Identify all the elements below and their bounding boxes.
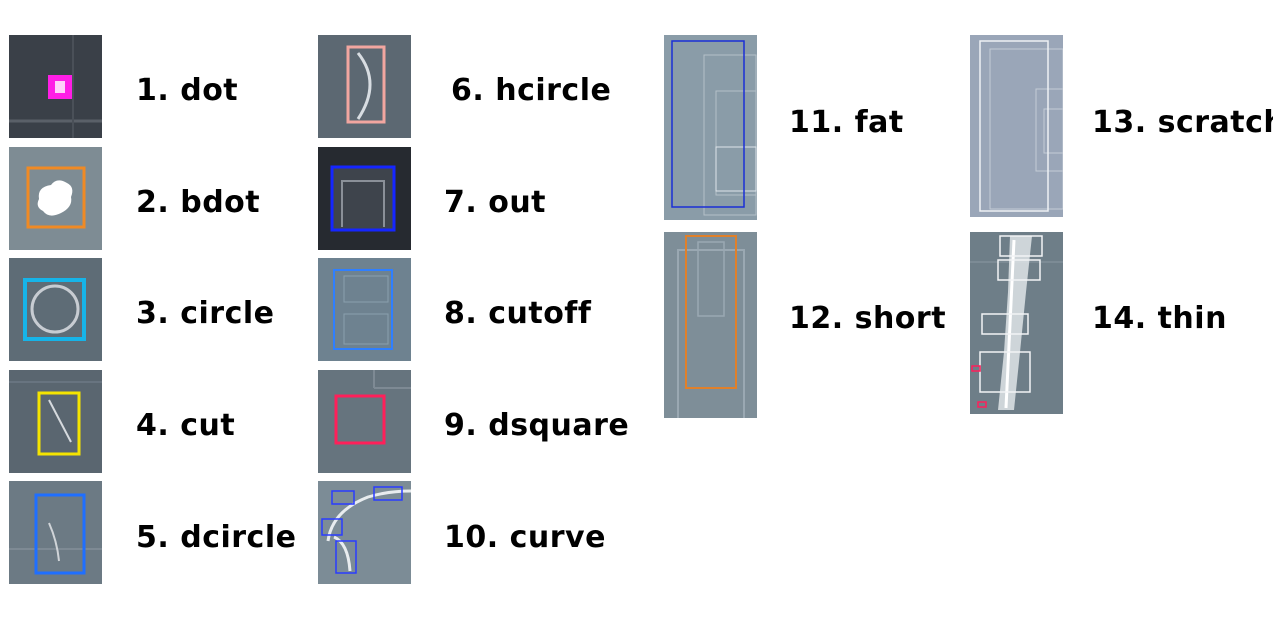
thumbnail-dsquare: [318, 370, 411, 473]
thumbnail-hcircle: [318, 35, 411, 138]
thumbnail-out: [318, 147, 411, 250]
label-circle: 3. circle: [136, 296, 275, 331]
thumbnail-short: [664, 232, 757, 418]
label-cutoff: 8. cutoff: [444, 296, 592, 331]
label-cut: 4. cut: [136, 408, 236, 443]
thumbnail-circle: [9, 258, 102, 361]
thumbnail-dot: [9, 35, 102, 138]
label-hcircle: 6. hcircle: [451, 73, 612, 108]
thumbnail-cut: [9, 370, 102, 473]
label-dot: 1. dot: [136, 73, 239, 108]
thumbnail-curve: [318, 481, 411, 584]
label-short: 12. short: [789, 301, 947, 336]
thumbnail-dcircle: [9, 481, 102, 584]
thumbnail-bdot: [9, 147, 102, 250]
label-scratch: 13. scratch: [1092, 105, 1273, 140]
label-dsquare: 9. dsquare: [444, 408, 630, 443]
thumbnail-cutoff: [318, 258, 411, 361]
label-out: 7. out: [444, 185, 547, 220]
label-dcircle: 5. dcircle: [136, 520, 297, 555]
label-fat: 11. fat: [789, 105, 904, 140]
thumbnail-fat: [664, 35, 757, 220]
label-curve: 10. curve: [444, 520, 606, 555]
label-bdot: 2. bdot: [136, 185, 261, 220]
thumbnail-scratch: [970, 35, 1063, 217]
thumbnail-thin: [970, 232, 1063, 414]
label-thin: 14. thin: [1092, 301, 1227, 336]
